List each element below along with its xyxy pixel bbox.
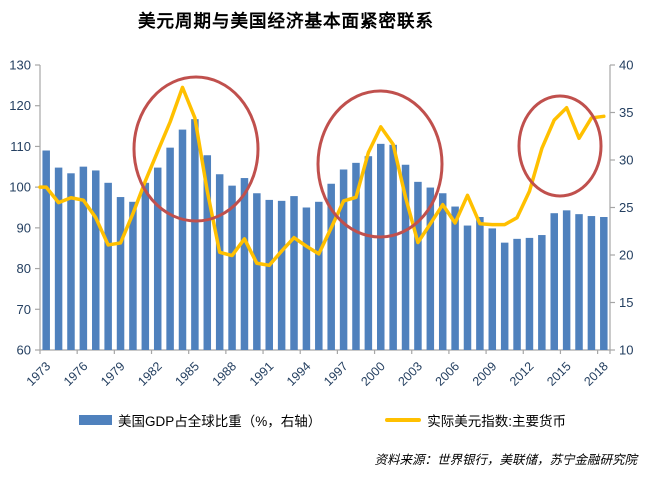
gdp-bar-1998	[352, 162, 360, 350]
gdp-bar-2014	[550, 213, 558, 350]
gdp-bar-1991	[265, 199, 273, 350]
x-axis-label-1988: 1988	[210, 359, 240, 389]
gdp-bar-2003	[414, 181, 422, 350]
gdp-bar-1976	[79, 166, 88, 350]
dollar-index-line-swatch	[385, 418, 422, 422]
x-axis-label-1994: 1994	[284, 359, 314, 389]
legend-item-dollar-index: 实际美元指数:主要货币	[385, 410, 566, 430]
legend-item-gdp: 美国GDP占全球比重（%，右轴）	[78, 410, 322, 430]
right-axis-tick-label: 10	[619, 343, 633, 358]
gdp-bar-1980	[129, 201, 137, 350]
highlight-ellipse-1	[132, 75, 260, 223]
gdp-bar-2006	[451, 206, 459, 350]
gdp-bar-2004	[426, 187, 435, 350]
dollar-index-line	[38, 85, 606, 268]
gdp-bar-1989	[240, 178, 249, 350]
gdp-bar-1979	[116, 197, 125, 350]
left-axis-tick-label: 110	[10, 139, 31, 154]
gdp-bar-2007	[463, 225, 472, 350]
x-axis-label-1997: 1997	[321, 359, 351, 389]
gdp-bar-swatch	[78, 415, 112, 425]
dollar-index-legend-label: 实际美元指数:主要货币	[427, 414, 567, 429]
gdp-bar-1982	[153, 167, 162, 350]
x-axis-label-1982: 1982	[135, 359, 165, 389]
gdp-bar-2015	[562, 210, 571, 350]
gdp-bar-1974	[54, 167, 63, 350]
chart-legend: 美国GDP占全球比重（%，右轴） 实际美元指数:主要货币	[0, 410, 645, 430]
x-axis-label-1976: 1976	[61, 359, 91, 389]
gdp-bar-2009	[488, 228, 497, 350]
gdp-bar-1977	[92, 170, 100, 350]
right-axis-tick-label: 35	[619, 105, 633, 120]
gdp-bar-2001	[389, 144, 397, 350]
gdp-bar-1985	[191, 119, 199, 351]
gdp-bar-1995	[315, 201, 323, 350]
chart-title: 美元周期与美国经济基本面紧密联系	[138, 11, 434, 31]
x-axis-label-2015: 2015	[544, 359, 574, 389]
gdp-bar-1996	[327, 183, 335, 350]
highlight-ellipse-3	[517, 94, 603, 198]
gdp-bar-1986	[203, 155, 212, 350]
left-axis-tick-label: 80	[17, 261, 31, 276]
gdp-bar-2018	[600, 217, 608, 350]
highlight-ellipse-2	[316, 89, 444, 239]
gdp-bar-2010	[500, 242, 509, 350]
gdp-bar-2005	[438, 193, 447, 350]
x-axis-label-1991: 1991	[247, 359, 277, 389]
gdp-bar-2002	[401, 164, 410, 350]
source-note: 资料来源：世界银行，美联储，苏宁金融研究院	[374, 452, 637, 467]
left-axis-tick-label: 60	[17, 343, 31, 358]
right-axis-tick-label: 25	[619, 200, 633, 215]
gdp-bar-1994	[302, 207, 311, 350]
right-axis-tick-label: 20	[619, 248, 633, 263]
gdp-bar-1978	[104, 182, 112, 350]
gdp-bar-2011	[513, 238, 521, 350]
left-axis-tick-label: 90	[17, 220, 31, 235]
x-axis-label-1979: 1979	[98, 359, 128, 389]
x-axis-label-2009: 2009	[470, 359, 500, 389]
x-axis-label-2003: 2003	[395, 359, 425, 389]
gdp-bar-2016	[575, 214, 583, 350]
gdp-bar-1987	[215, 174, 224, 350]
gdp-bar-2000	[377, 143, 385, 350]
x-axis-label-2000: 2000	[358, 359, 388, 389]
left-axis-tick-label: 120	[9, 98, 31, 113]
x-axis-label-2018: 2018	[581, 359, 611, 389]
gdp-bar-2008	[476, 217, 484, 350]
gdp-bar-1990	[253, 193, 261, 350]
left-axis-tick-label: 70	[17, 302, 31, 317]
gdp-bar-2013	[538, 235, 546, 350]
right-axis-tick-label: 15	[619, 295, 633, 310]
gdp-bar-1975	[67, 173, 75, 350]
gdp-bar-1984	[178, 129, 187, 350]
gdp-bar-1992	[277, 200, 286, 350]
left-axis-tick-label: 130	[9, 58, 31, 73]
gdp-bar-1973	[42, 150, 50, 350]
x-axis-label-1973: 1973	[24, 359, 54, 389]
gdp-bar-2017	[587, 216, 596, 350]
gdp-bar-1993	[290, 196, 298, 350]
gdp-bar-1983	[166, 147, 174, 350]
right-axis-tick-label: 40	[619, 58, 633, 73]
gdp-bar-1981	[141, 182, 150, 350]
gdp-bar-1999	[364, 156, 373, 350]
right-axis-tick-label: 30	[619, 153, 633, 168]
gdp-legend-label: 美国GDP占全球比重（%，右轴）	[117, 414, 322, 429]
x-axis-label-2006: 2006	[433, 359, 463, 389]
gdp-bar-1997	[339, 169, 348, 350]
x-axis-label-1985: 1985	[172, 359, 202, 389]
gdp-bar-2012	[525, 237, 534, 350]
x-axis-label-2012: 2012	[507, 359, 537, 389]
left-axis-tick-label: 100	[9, 180, 31, 195]
gdp-bar-1988	[228, 185, 236, 350]
